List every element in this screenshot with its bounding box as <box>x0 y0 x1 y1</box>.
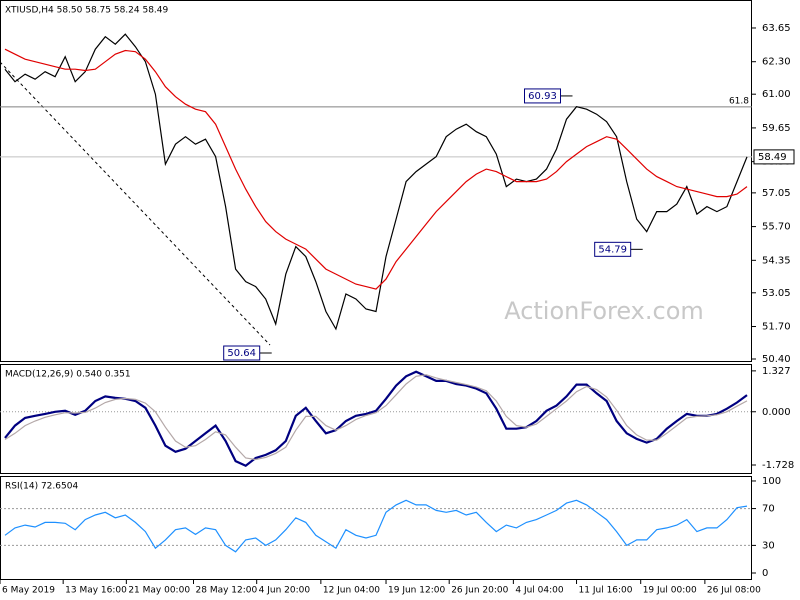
series-line <box>4 374 748 461</box>
watermark: ActionForex.com <box>504 297 704 325</box>
x-tick-label: 21 May 00:00 <box>128 586 190 596</box>
series-line <box>4 499 748 553</box>
panel-title: XTIUSD,H4 58.50 58.75 58.24 58.49 <box>5 6 169 16</box>
y-tick-label: 50.40 <box>762 354 791 365</box>
series-line <box>4 33 748 331</box>
y-tick-label: 59.65 <box>762 123 791 134</box>
trend-line <box>0 61 271 346</box>
annotation-box <box>223 345 261 361</box>
fib-label: 61.8 <box>729 96 749 106</box>
y-tick-label: 55.70 <box>762 222 791 233</box>
y-tick-label: 62.30 <box>762 57 791 68</box>
y-tick-label: 0.000 <box>762 407 791 418</box>
x-tick-label: 26 Jun 20:00 <box>451 586 508 596</box>
y-tick-label: 57.05 <box>762 188 791 199</box>
price-box <box>753 149 795 165</box>
panel-border <box>0 364 752 474</box>
y-tick-label: 54.35 <box>762 255 791 266</box>
y-tick-label: 63.65 <box>762 23 791 34</box>
y-tick-label: 70 <box>762 504 775 515</box>
x-tick-label: 13 May 16:00 <box>65 586 127 596</box>
price-label: 58.49 <box>758 152 787 163</box>
y-tick-label: 51.70 <box>762 322 791 333</box>
panel-border <box>0 0 752 362</box>
x-tick-label: 19 Jul 00:00 <box>643 586 697 596</box>
x-tick-label: 11 Jul 16:00 <box>579 586 633 596</box>
y-tick-label: 53.05 <box>762 288 791 299</box>
x-tick-label: 4 Jun 20:00 <box>259 586 311 596</box>
annotation-label: 54.79 <box>598 244 627 255</box>
x-tick-label: 28 May 12:00 <box>196 586 258 596</box>
y-tick-label: -1.728 <box>762 460 794 471</box>
annotation-label: 50.64 <box>227 348 256 359</box>
series-line <box>4 48 748 290</box>
panel-title: MACD(12,26,9) 0.540 0.351 <box>5 370 131 380</box>
annotation-box <box>594 241 632 257</box>
panel-border <box>0 476 752 580</box>
y-tick-label: 100 <box>762 476 781 487</box>
x-tick-label: 12 Jun 04:00 <box>323 586 380 596</box>
y-tick-label: 61.00 <box>762 89 791 100</box>
x-tick-label: 19 Jun 12:00 <box>388 586 445 596</box>
y-tick-label: 0 <box>762 568 768 579</box>
y-tick-label: 1.327 <box>762 366 791 377</box>
annotation-box <box>524 88 562 104</box>
annotation-label: 60.93 <box>528 91 557 102</box>
x-tick-label: 26 Jul 08:00 <box>707 586 761 596</box>
series-line <box>4 370 748 467</box>
panel-title: RSI(14) 72.6504 <box>5 482 78 492</box>
x-tick-label: 4 Jul 04:00 <box>515 586 564 596</box>
x-tick-label: 6 May 2019 <box>2 586 55 596</box>
y-tick-label: 30 <box>762 540 775 551</box>
